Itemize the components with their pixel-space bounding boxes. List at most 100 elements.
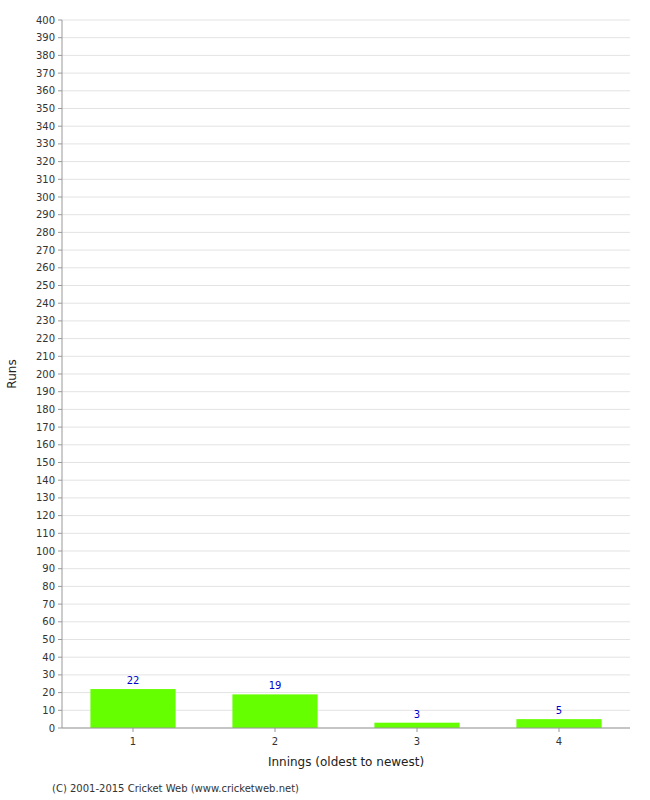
- y-tick-label: 140: [36, 475, 55, 486]
- x-tick-label: 2: [272, 736, 278, 747]
- y-tick-label: 350: [36, 103, 55, 114]
- y-tick-label: 340: [36, 121, 55, 132]
- y-tick: [58, 179, 62, 180]
- y-tick-label: 30: [42, 669, 55, 680]
- y-tick: [58, 267, 62, 268]
- y-tick-label: 40: [42, 652, 55, 663]
- grid-line: [62, 444, 630, 445]
- y-tick-label: 20: [42, 687, 55, 698]
- x-axis: 1234: [130, 728, 562, 747]
- bar: [90, 689, 175, 728]
- y-tick-label: 100: [36, 546, 55, 557]
- grid-line: [62, 391, 630, 392]
- y-tick: [58, 497, 62, 498]
- bar: [516, 719, 601, 728]
- y-tick-label: 300: [36, 192, 55, 203]
- y-tick: [58, 409, 62, 410]
- y-tick: [58, 73, 62, 74]
- y-tick: [58, 692, 62, 693]
- data-labels: 221935: [127, 675, 563, 720]
- y-tick-label: 200: [36, 369, 55, 380]
- y-tick: [58, 657, 62, 658]
- grid-line: [62, 338, 630, 339]
- y-tick: [58, 674, 62, 675]
- y-tick-label: 380: [36, 50, 55, 61]
- y-tick-label: 50: [42, 634, 55, 645]
- grid-line: [62, 179, 630, 180]
- grid-line: [62, 320, 630, 321]
- y-tick-label: 230: [36, 315, 55, 326]
- y-tick: [58, 250, 62, 251]
- y-tick-label: 390: [36, 32, 55, 43]
- y-tick: [58, 338, 62, 339]
- y-tick: [58, 303, 62, 304]
- y-tick-label: 120: [36, 510, 55, 521]
- y-tick: [58, 126, 62, 127]
- grid-line: [62, 55, 630, 56]
- y-tick-label: 290: [36, 209, 55, 220]
- y-tick-label: 320: [36, 156, 55, 167]
- grid-line: [62, 250, 630, 251]
- y-tick-label: 360: [36, 85, 55, 96]
- y-tick: [58, 108, 62, 109]
- data-label: 3: [414, 709, 420, 720]
- x-tick: [417, 728, 418, 732]
- grid-line: [62, 497, 630, 498]
- y-tick-label: 180: [36, 404, 55, 415]
- x-tick: [133, 728, 134, 732]
- y-tick-label: 330: [36, 138, 55, 149]
- y-tick-label: 90: [42, 563, 55, 574]
- y-tick-label: 130: [36, 492, 55, 503]
- grid-line: [62, 657, 630, 658]
- y-tick: [58, 37, 62, 38]
- chart: 0102030405060708090100110120130140150160…: [0, 0, 650, 800]
- y-tick: [58, 710, 62, 711]
- y-tick: [58, 427, 62, 428]
- data-label: 5: [556, 705, 562, 716]
- y-tick-label: 250: [36, 280, 55, 291]
- y-tick: [58, 232, 62, 233]
- y-tick-label: 280: [36, 227, 55, 238]
- grid-line: [62, 197, 630, 198]
- y-tick-label: 270: [36, 245, 55, 256]
- y-tick: [58, 143, 62, 144]
- y-tick-label: 400: [36, 15, 55, 26]
- y-tick: [58, 621, 62, 622]
- grid-line: [62, 214, 630, 215]
- grid-line: [62, 285, 630, 286]
- y-tick: [58, 604, 62, 605]
- grid: [62, 20, 630, 728]
- grid-line: [62, 37, 630, 38]
- y-axis-label: Runs: [5, 359, 19, 388]
- y-tick-label: 80: [42, 581, 55, 592]
- bar: [374, 723, 459, 728]
- y-tick: [58, 444, 62, 445]
- y-tick-label: 370: [36, 68, 55, 79]
- y-axis-line: [62, 20, 63, 728]
- y-tick: [58, 728, 62, 729]
- y-tick-label: 210: [36, 351, 55, 362]
- grid-line: [62, 728, 630, 729]
- grid-line: [62, 462, 630, 463]
- y-tick-label: 310: [36, 174, 55, 185]
- grid-line: [62, 267, 630, 268]
- grid-line: [62, 232, 630, 233]
- y-tick: [58, 515, 62, 516]
- grid-line: [62, 20, 630, 21]
- y-tick: [58, 161, 62, 162]
- x-tick-label: 4: [556, 736, 562, 747]
- y-tick-label: 260: [36, 262, 55, 273]
- grid-line: [62, 73, 630, 74]
- y-tick-label: 160: [36, 439, 55, 450]
- y-tick: [58, 374, 62, 375]
- bar: [232, 694, 317, 728]
- grid-line: [62, 674, 630, 675]
- grid-line: [62, 586, 630, 587]
- grid-line: [62, 126, 630, 127]
- grid-line: [62, 639, 630, 640]
- x-axis-label: Innings (oldest to newest): [268, 755, 424, 769]
- y-tick: [58, 391, 62, 392]
- y-tick: [58, 285, 62, 286]
- y-tick: [58, 20, 62, 21]
- grid-line: [62, 427, 630, 428]
